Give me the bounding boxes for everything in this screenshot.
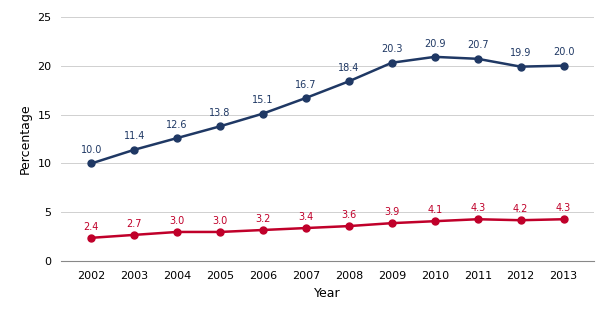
PAC — [431, 219, 438, 223]
Text: 3.6: 3.6 — [341, 210, 357, 220]
Text: 13.8: 13.8 — [209, 108, 231, 118]
PAC — [474, 217, 482, 221]
Community — [431, 55, 438, 59]
Line: PAC: PAC — [88, 216, 567, 241]
X-axis label: Year: Year — [314, 286, 341, 299]
Community — [474, 57, 482, 61]
Text: 3.0: 3.0 — [212, 216, 228, 226]
Text: 20.7: 20.7 — [467, 41, 488, 51]
Line: Community: Community — [88, 53, 567, 167]
PAC — [560, 217, 567, 221]
Text: 19.9: 19.9 — [510, 48, 531, 58]
Community — [173, 136, 181, 140]
PAC — [130, 233, 138, 237]
Text: 3.0: 3.0 — [170, 216, 185, 226]
Community — [217, 124, 224, 128]
Text: 12.6: 12.6 — [166, 120, 188, 130]
Text: 20.3: 20.3 — [381, 45, 403, 54]
Community — [259, 112, 267, 116]
Text: 20.0: 20.0 — [553, 47, 574, 57]
PAC — [173, 230, 181, 234]
Text: 4.1: 4.1 — [427, 205, 442, 215]
PAC — [345, 224, 353, 228]
Text: 3.4: 3.4 — [298, 212, 313, 222]
Community — [388, 61, 395, 65]
PAC — [388, 221, 395, 225]
PAC — [259, 228, 267, 232]
Text: 4.3: 4.3 — [470, 203, 485, 213]
Text: 3.2: 3.2 — [255, 214, 271, 224]
PAC — [302, 226, 310, 230]
PAC — [88, 236, 95, 240]
Text: 16.7: 16.7 — [295, 80, 316, 90]
Community — [517, 65, 524, 69]
Text: 4.3: 4.3 — [556, 203, 571, 213]
Text: 20.9: 20.9 — [424, 39, 446, 49]
PAC — [217, 230, 224, 234]
Text: 2.7: 2.7 — [127, 219, 142, 229]
Text: 4.2: 4.2 — [513, 204, 528, 214]
PAC — [517, 218, 524, 222]
Text: 18.4: 18.4 — [338, 63, 360, 73]
Text: 10.0: 10.0 — [81, 145, 102, 155]
Community — [130, 148, 138, 152]
Community — [560, 64, 567, 68]
Y-axis label: Percentage: Percentage — [19, 104, 32, 174]
Community — [302, 96, 310, 100]
Text: 11.4: 11.4 — [124, 131, 145, 141]
Community — [88, 161, 95, 165]
Text: 3.9: 3.9 — [384, 207, 400, 217]
Community — [345, 79, 353, 83]
Text: 2.4: 2.4 — [84, 222, 99, 232]
Text: 15.1: 15.1 — [252, 95, 274, 105]
